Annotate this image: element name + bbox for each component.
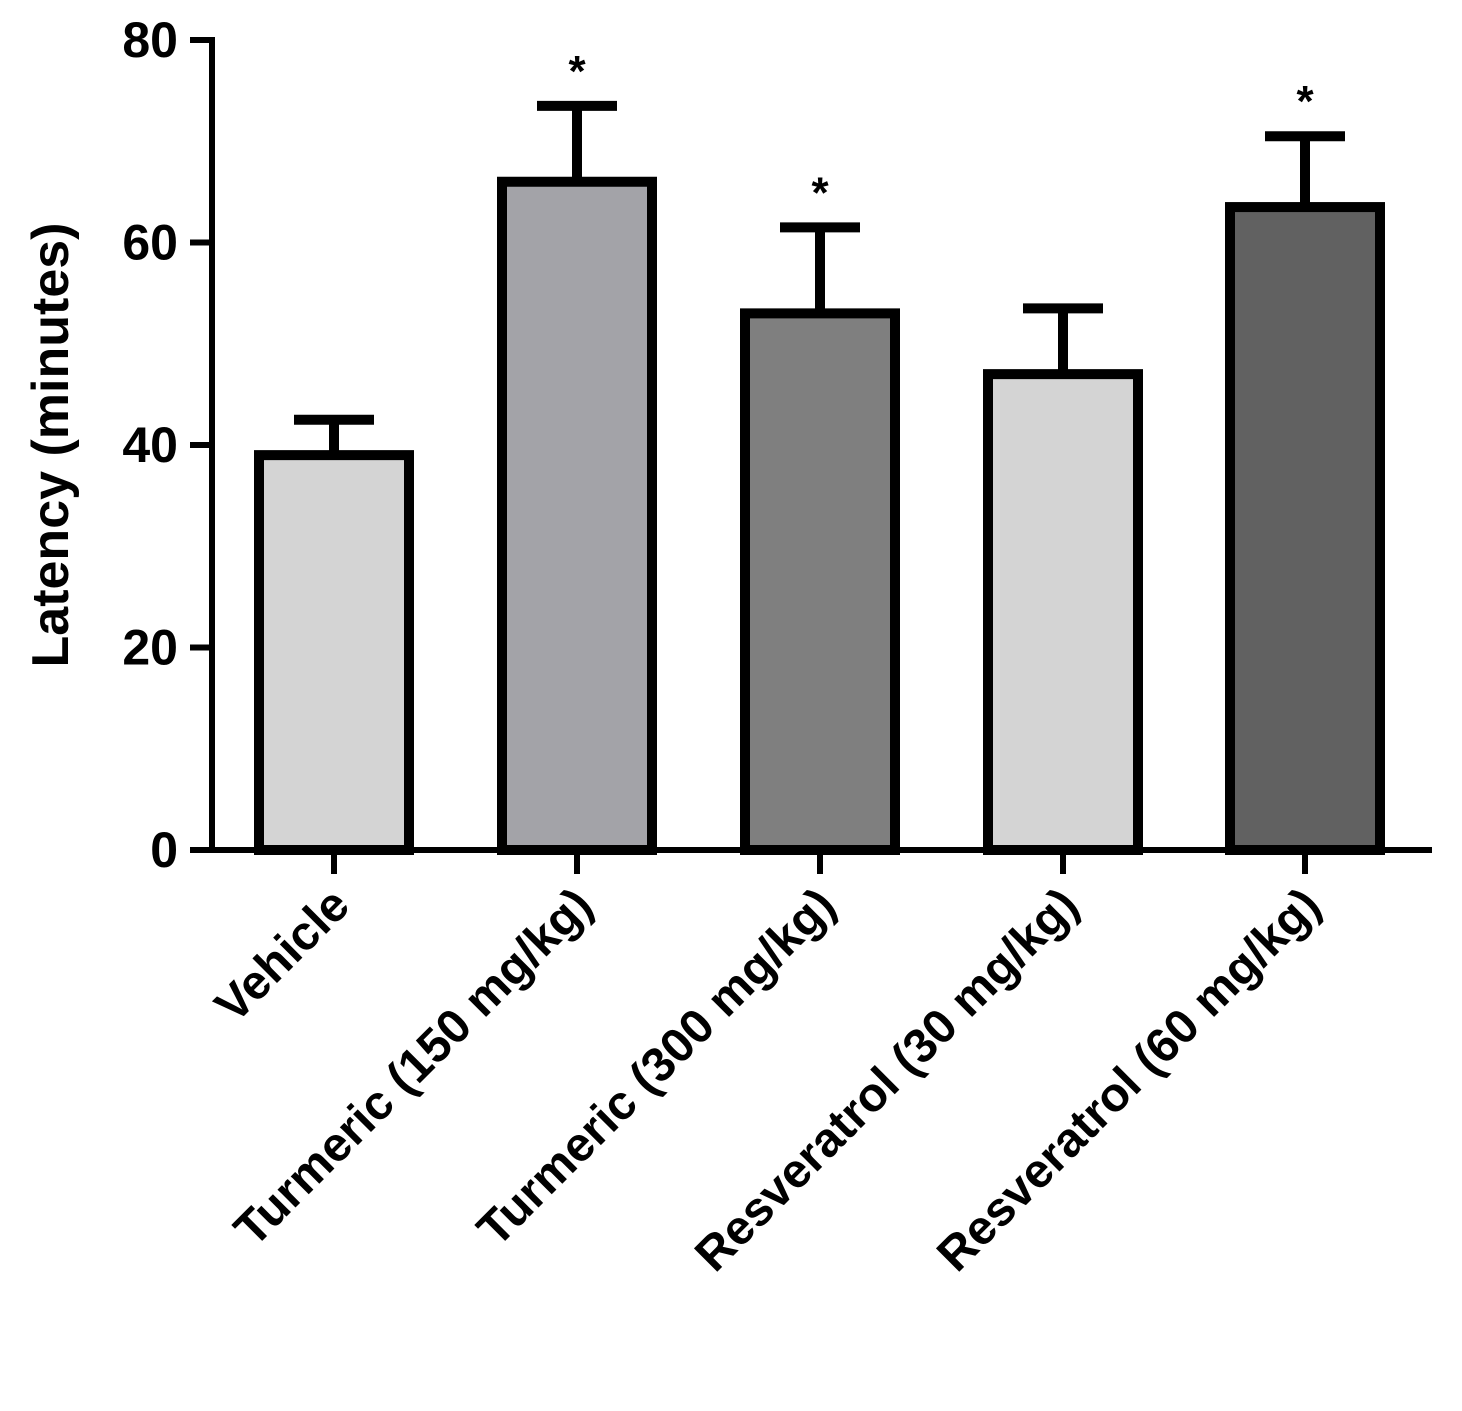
axes-layer	[190, 37, 1432, 874]
bars-layer	[254, 100, 1385, 855]
significance-marker-turmeric-300-mg-kg: *	[811, 168, 829, 217]
y-tick-label-80: 80	[122, 12, 178, 68]
x-tick-label-vehicle: Vehicle	[205, 878, 359, 1032]
significance-marker-resveratrol-60-mg-kg: *	[1296, 77, 1314, 126]
bar-resveratrol-60-mg-kg	[1225, 202, 1385, 855]
y-tick-label-0: 0	[150, 822, 178, 878]
bar-vehicle	[254, 450, 414, 855]
bar-turmeric-300-mg-kg	[740, 308, 900, 855]
x-tick-label-resveratrol-30-mg-kg: Resveratrol (30 mg/kg)	[685, 878, 1088, 1281]
y-tick-label-20: 20	[122, 620, 178, 676]
y-tick-label-60: 60	[122, 215, 178, 271]
bar-resveratrol-30-mg-kg	[983, 369, 1143, 855]
x-tick-label-resveratrol-60-mg-kg: Resveratrol (60 mg/kg)	[927, 878, 1330, 1281]
y-axis-title: Latency (minutes)	[22, 223, 80, 668]
y-tick-label-40: 40	[122, 417, 178, 473]
significance-marker-turmeric-150-mg-kg: *	[568, 47, 586, 96]
bar-turmeric-150-mg-kg	[497, 176, 657, 855]
